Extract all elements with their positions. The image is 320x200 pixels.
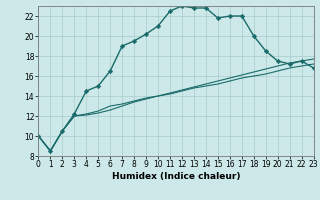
X-axis label: Humidex (Indice chaleur): Humidex (Indice chaleur) [112,172,240,181]
